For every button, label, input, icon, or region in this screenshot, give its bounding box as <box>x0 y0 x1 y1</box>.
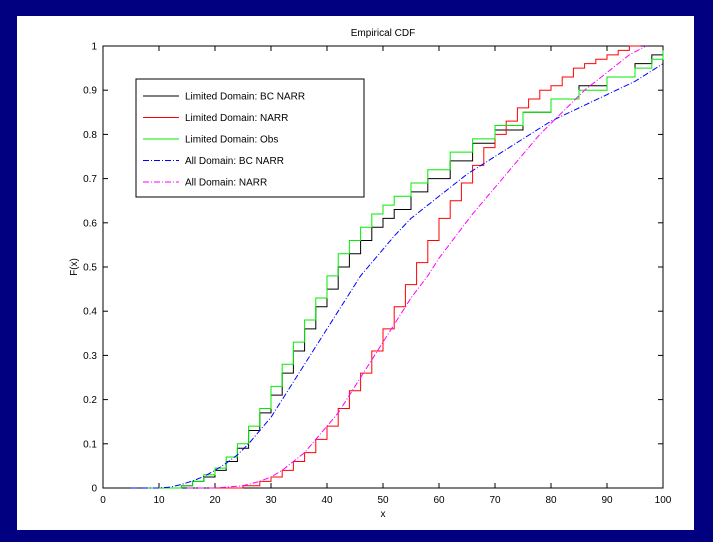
x-tick-label: 80 <box>545 495 557 506</box>
x-tick-label: 20 <box>209 495 221 506</box>
series-line-3 <box>142 50 664 489</box>
y-tick-label: 0.5 <box>83 263 97 274</box>
x-tick-label: 60 <box>433 495 445 506</box>
chart-title: Empirical CDF <box>351 28 415 39</box>
x-tick-label: 0 <box>100 495 106 506</box>
y-tick-label: 0.2 <box>83 395 97 406</box>
y-tick-label: 0.1 <box>83 439 97 450</box>
x-tick-label: 50 <box>377 495 389 506</box>
y-tick-label: 0.9 <box>83 86 97 97</box>
x-tick-label: 90 <box>601 495 613 506</box>
series-line-2 <box>215 45 641 489</box>
x-tick-label: 10 <box>153 495 165 506</box>
y-tick-label: 0.7 <box>83 174 97 185</box>
y-tick-label: 1 <box>91 42 97 53</box>
figure-panel: Empirical CDF x F(x) 0 10 20 30 40 50 60 70 80 90… <box>17 16 694 530</box>
y-tick-label: 0 <box>91 484 97 495</box>
legend-label: All Domain: BC NARR <box>185 156 284 167</box>
y-tick-label: 0.6 <box>83 218 97 229</box>
legend: Limited Domain: BC NARR Limited Domain: N… <box>135 78 365 198</box>
legend-label: Limited Domain: Obs <box>185 135 278 146</box>
legend-box <box>135 78 365 198</box>
y-tick-label: 0.4 <box>83 307 97 318</box>
y-axis-label: F(x) <box>69 258 80 276</box>
axis-ticks: 0 10 20 30 40 50 60 70 80 90 100 0 0.1 0.2 0.3 0.4 0.5 0.… <box>83 42 672 507</box>
y-tick-label: 0.3 <box>83 351 97 362</box>
x-tick-label: 40 <box>321 495 333 506</box>
x-axis-label: x <box>381 509 386 520</box>
series-lines <box>131 45 664 489</box>
x-tick-label: 70 <box>489 495 501 506</box>
y-tick-label: 0.8 <box>83 130 97 141</box>
legend-label: Limited Domain: BC NARR <box>185 92 305 103</box>
legend-label: Limited Domain: NARR <box>185 113 288 124</box>
series-line-4 <box>131 63 664 489</box>
legend-label: All Domain: NARR <box>185 178 267 189</box>
x-tick-label: 30 <box>265 495 277 506</box>
x-tick-label: 100 <box>655 495 672 506</box>
cdf-chart: Empirical CDF x F(x) 0 10 20 30 40 50 60 70 80 90… <box>69 28 672 520</box>
